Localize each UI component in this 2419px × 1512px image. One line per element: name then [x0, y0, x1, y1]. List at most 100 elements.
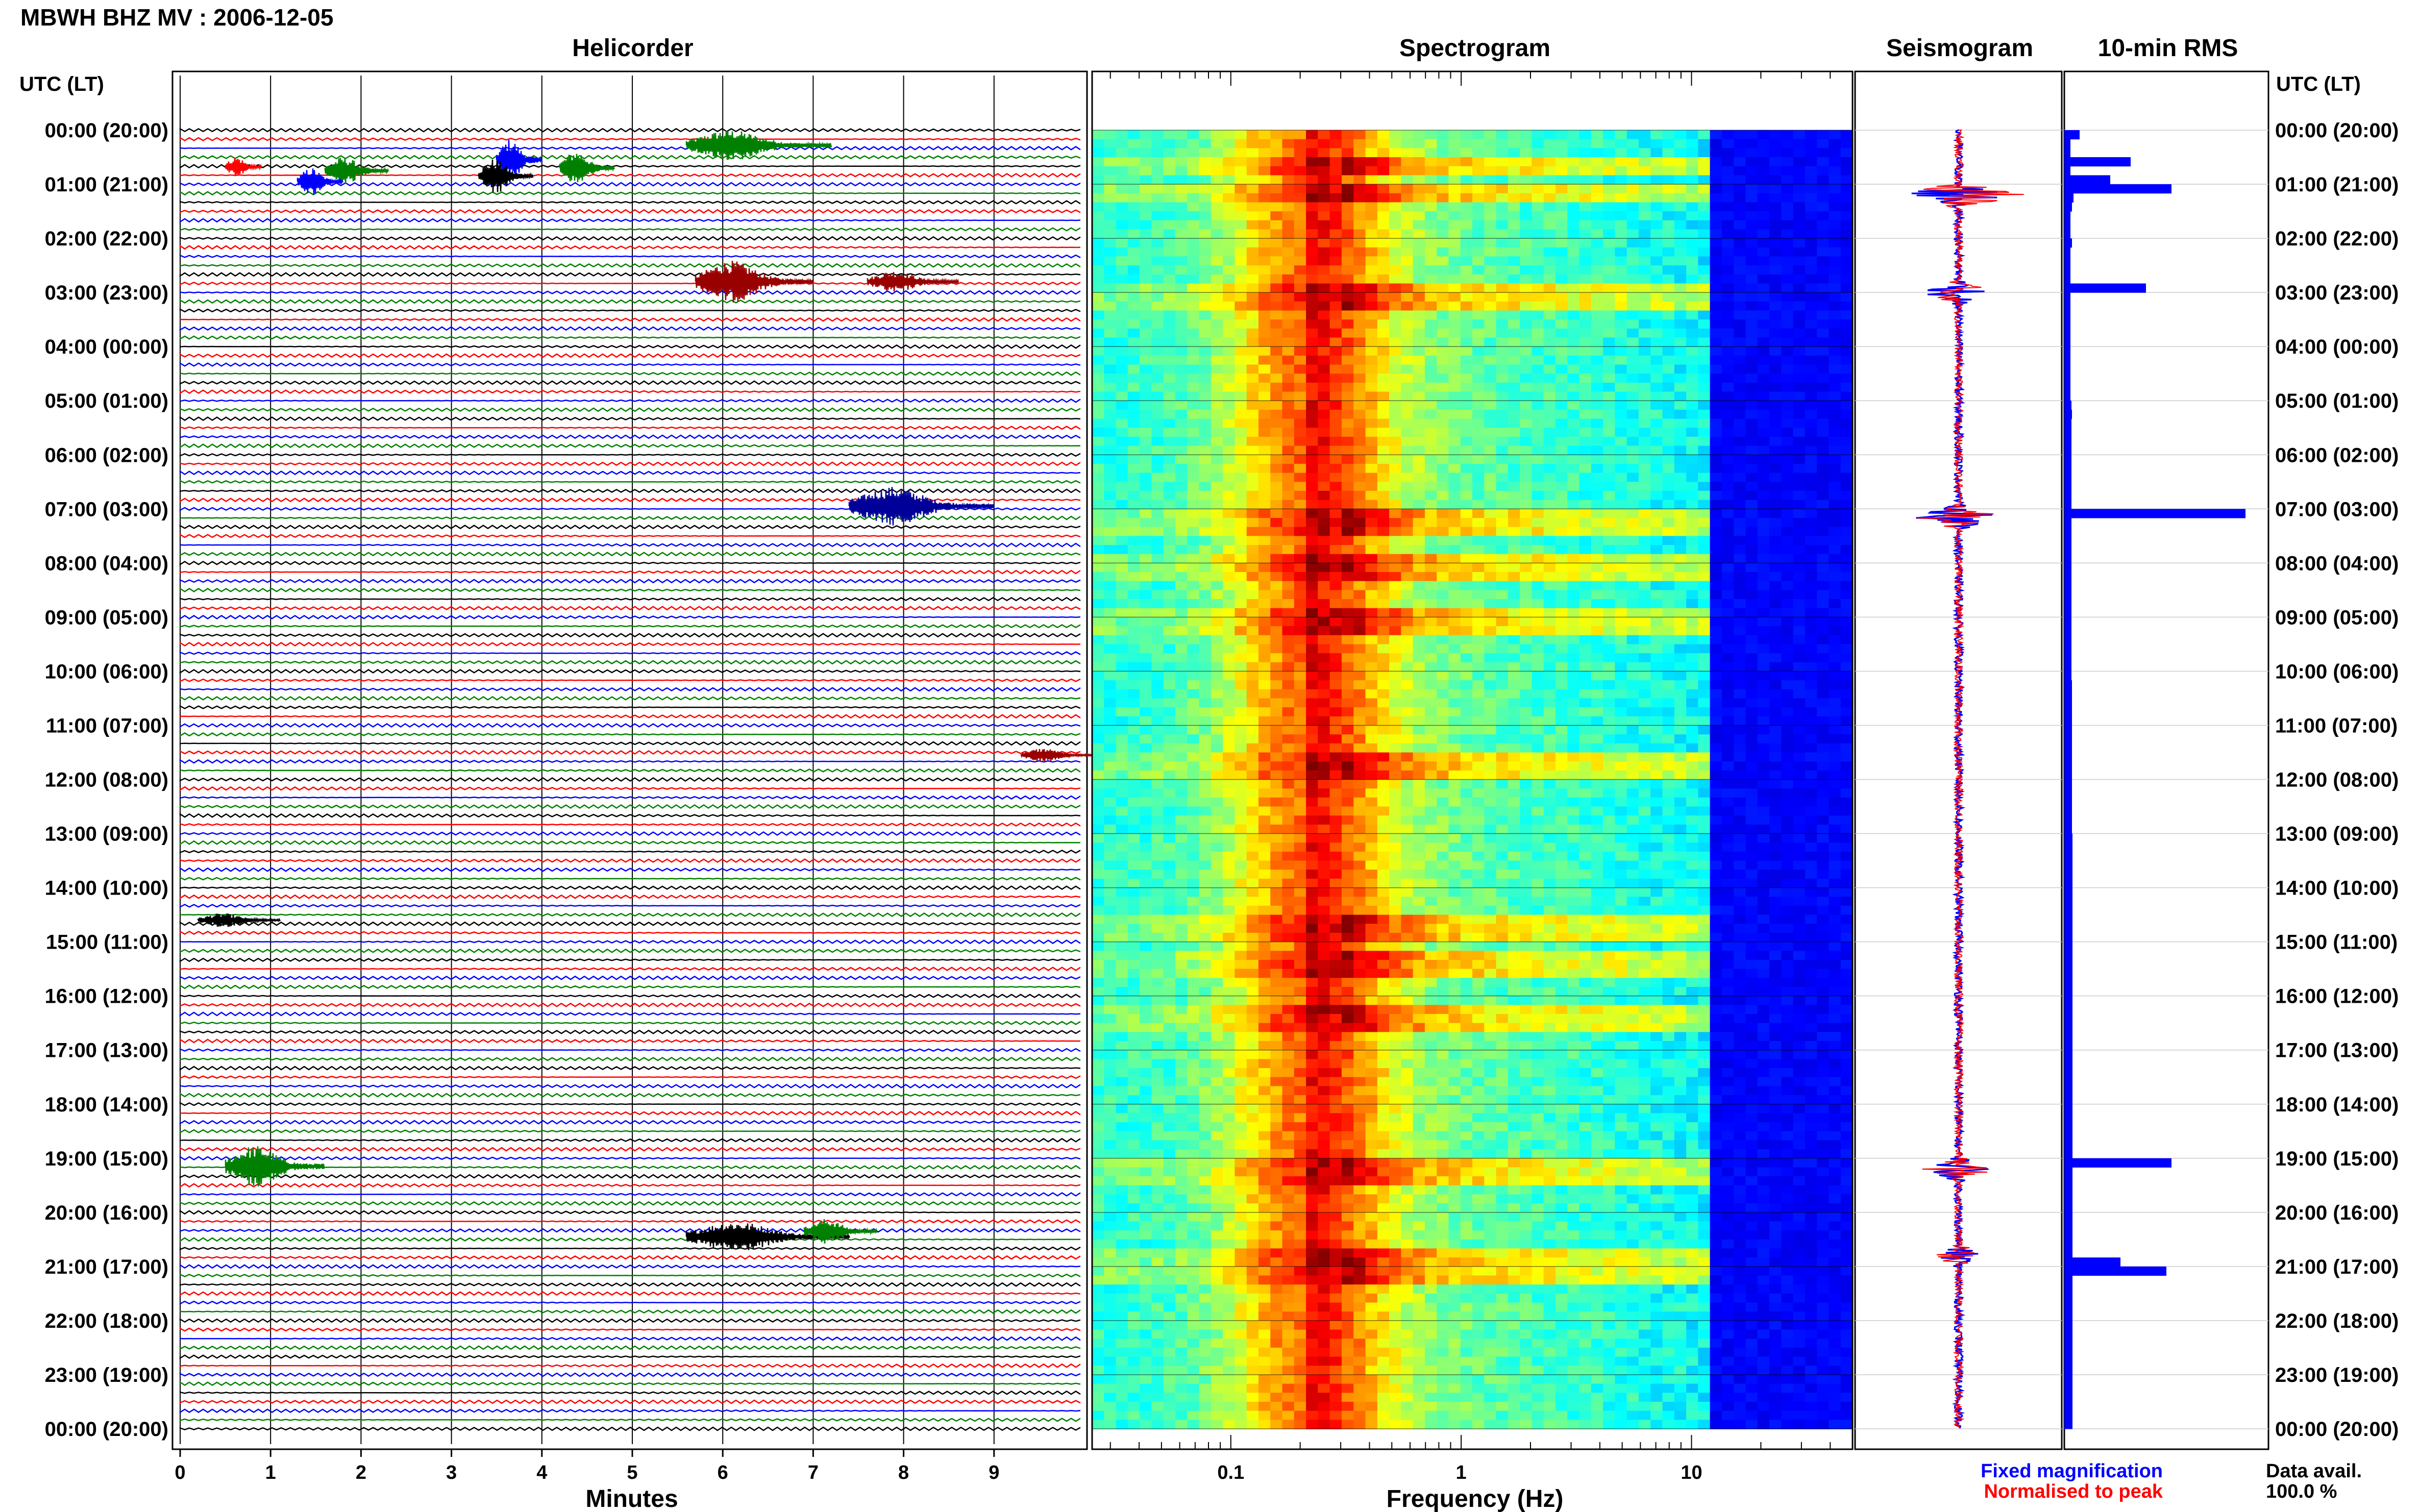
spectrogram-cell — [1270, 779, 1283, 789]
spectrogram-cell — [1235, 689, 1247, 699]
spectrogram-cell — [1626, 545, 1639, 555]
spectrogram-cell — [1306, 202, 1319, 212]
spectrogram-cell — [1829, 319, 1841, 329]
spectrogram-cell — [1104, 428, 1117, 437]
spectrogram-cell — [1104, 671, 1117, 681]
spectrogram-cell — [1496, 355, 1509, 365]
spectrogram-cell — [1532, 374, 1544, 383]
spectrogram-cell — [1163, 202, 1176, 212]
spectrogram-cell — [1127, 301, 1140, 311]
spectrogram-cell — [1199, 590, 1212, 600]
spectrogram-cell — [1520, 473, 1533, 483]
spectrogram-cell — [1579, 490, 1592, 501]
spectrogram-cell — [1163, 166, 1176, 176]
spectrogram-cell — [1389, 725, 1402, 735]
spectrogram-cell — [1424, 563, 1437, 573]
spectrogram-cell — [1674, 617, 1687, 627]
spectrogram-cell — [1151, 599, 1164, 609]
spectrogram-cell — [1721, 319, 1734, 329]
spectrogram-cell — [1840, 761, 1853, 771]
spectrogram-cell — [1567, 572, 1580, 582]
spectrogram-cell — [1520, 274, 1533, 284]
spectrogram-cell — [1829, 671, 1841, 681]
spectrogram-cell — [1246, 428, 1259, 437]
spectrogram-cell — [1187, 184, 1200, 194]
spectrogram-cell — [1721, 292, 1734, 302]
spectrogram-cell — [1163, 445, 1176, 456]
spectrogram-cell — [1460, 364, 1473, 374]
spectrogram-cell — [1650, 500, 1663, 510]
spectrogram-cell — [1413, 355, 1425, 365]
spectrogram-cell — [1508, 779, 1520, 789]
spectrogram-cell — [1840, 157, 1853, 167]
spectrogram-cell — [1710, 130, 1722, 140]
spectrogram-cell — [1282, 211, 1295, 221]
spectrogram-cell — [1638, 527, 1651, 537]
spectrogram-cell — [1472, 283, 1485, 293]
spectrogram-cell — [1258, 788, 1271, 798]
spectrogram-cell — [1246, 617, 1259, 627]
spectrogram-cell — [1104, 662, 1117, 672]
spectrogram-cell — [1603, 202, 1616, 212]
spectrogram-cell — [1817, 202, 1830, 212]
spectrogram-cell — [1401, 581, 1414, 591]
spectrogram-cell — [1603, 617, 1616, 627]
spectrogram-cell — [1532, 283, 1544, 293]
spectrogram-cell — [1496, 572, 1509, 582]
spectrogram-cell — [1484, 418, 1497, 429]
spectrogram-cell — [1484, 490, 1497, 501]
spectrogram-cell — [1626, 301, 1639, 311]
spectrogram-cell — [1258, 130, 1271, 140]
spectrogram-cell — [1258, 590, 1271, 600]
spectrogram-cell — [1104, 527, 1117, 537]
spectrogram-cell — [1389, 644, 1402, 654]
spectrogram-cell — [1721, 707, 1734, 717]
spectrogram-cell — [1223, 346, 1236, 356]
spectrogram-cell — [1626, 401, 1639, 410]
spectrogram-cell — [1781, 482, 1794, 491]
spectrogram-cell — [1757, 346, 1770, 356]
spectrogram-cell — [1258, 274, 1271, 284]
helicorder-trace — [179, 569, 1081, 575]
spectrogram-cell — [1341, 563, 1354, 573]
spectrogram-cell — [1413, 509, 1425, 518]
spectrogram-cell — [1769, 563, 1782, 573]
spectrogram-cell — [1092, 238, 1105, 248]
spectrogram-cell — [1413, 130, 1425, 140]
spectrogram-cell — [1389, 401, 1402, 410]
spectrogram-cell — [1235, 779, 1247, 789]
spectrogram-cell — [1163, 680, 1176, 690]
spectrogram-cell — [1211, 707, 1223, 717]
spectrogram-cell — [1769, 374, 1782, 383]
helicorder-trace — [179, 1021, 1081, 1025]
spectrogram-cell — [1793, 490, 1806, 501]
spectrogram-cell — [1437, 572, 1449, 582]
spectrogram-cell — [1508, 265, 1520, 275]
spectrogram-cell — [1745, 725, 1758, 735]
spectrogram-cell — [1745, 716, 1758, 726]
spectrogram-cell — [1840, 428, 1853, 437]
spectrogram-cell — [1710, 644, 1722, 654]
spectrogram-cell — [1116, 301, 1128, 311]
spectrogram-cell — [1294, 148, 1306, 158]
spectrogram-cell — [1662, 346, 1675, 356]
spectrogram-cell — [1626, 391, 1639, 401]
spectrogram-cell — [1270, 617, 1283, 627]
spectrogram-cell — [1199, 490, 1212, 501]
spectrogram-cell — [1508, 707, 1520, 717]
spectrogram-cell — [1413, 473, 1425, 483]
spectrogram-cell — [1496, 175, 1509, 185]
spectrogram-cell — [1151, 572, 1164, 582]
spectrogram-cell — [1567, 797, 1580, 807]
spectrogram-cell — [1270, 536, 1283, 546]
spectrogram-cell — [1127, 671, 1140, 681]
spectrogram-cell — [1745, 797, 1758, 807]
spectrogram-cell — [1401, 545, 1414, 555]
spectrogram-cell — [1448, 770, 1461, 780]
spectrogram-cell — [1199, 229, 1212, 239]
spectrogram-cell — [1579, 770, 1592, 780]
spectrogram-cell — [1282, 274, 1295, 284]
spectrogram-cell — [1579, 662, 1592, 672]
spectrogram-cell — [1650, 355, 1663, 365]
spectrogram-cell — [1508, 626, 1520, 636]
